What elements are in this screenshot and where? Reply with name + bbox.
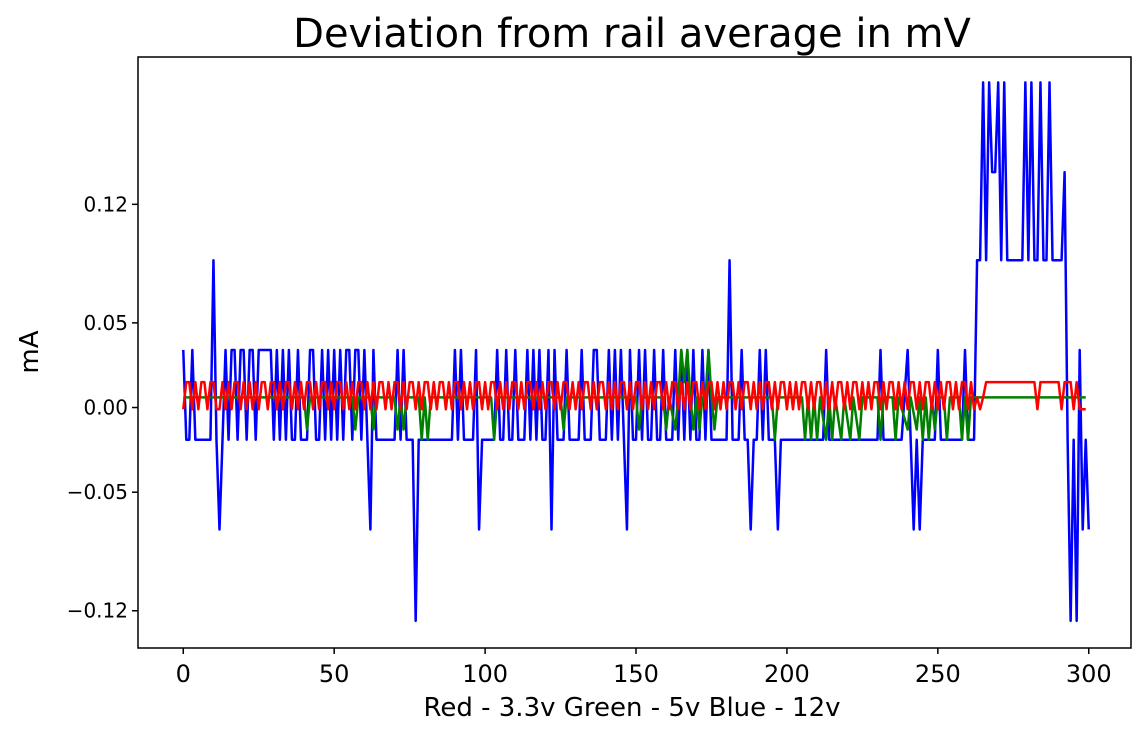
chart-title: Deviation from rail average in mV [293,11,971,57]
x-tick-label: 250 [915,660,961,688]
x-tick-label: 0 [176,660,191,688]
y-tick-label: 0.12 [83,192,128,216]
plot-area-frame [137,56,1132,649]
series-line-0 [182,81,1090,623]
y-tick-label: −0.12 [67,599,128,623]
x-tick-label: 200 [764,660,810,688]
series-line-2 [182,380,1086,411]
x-tick-label: 50 [319,660,350,688]
y-axis: −0.12 −0.05 0.00 0.05 0.12 [67,192,138,623]
y-tick-label: −0.05 [67,480,128,504]
y-tick-label: 0.05 [83,311,128,335]
y-axis-label: mA [15,330,45,373]
x-tick-label: 300 [1066,660,1112,688]
x-tick-label: 100 [462,660,508,688]
y-tick-label: 0.00 [83,396,128,420]
x-axis: 0 50 100 150 200 250 300 [176,648,1112,688]
plot-lines [182,81,1090,623]
x-axis-label: Red - 3.3v Green - 5v Blue - 12v [423,693,840,723]
series-line-1 [183,348,1086,441]
x-tick-label: 150 [613,660,659,688]
